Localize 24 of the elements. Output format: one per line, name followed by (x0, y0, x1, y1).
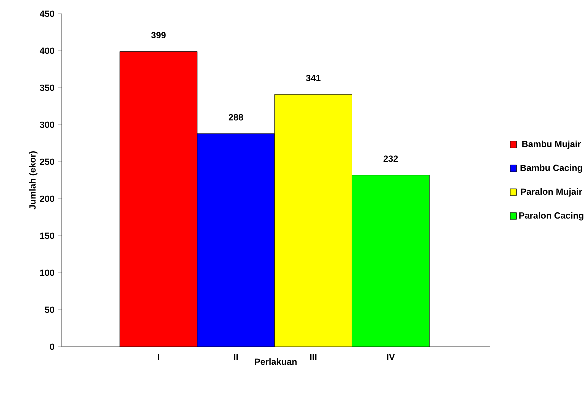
y-tick-label: 50 (45, 306, 54, 314)
y-tick-label: 250 (40, 158, 54, 166)
data-label: 288 (228, 114, 244, 121)
y-tick-label: 450 (40, 10, 54, 18)
y-tick-label: 400 (40, 48, 54, 54)
data-label: 341 (306, 75, 321, 82)
y-tick-label: 150 (40, 232, 54, 240)
x-tick-label: III (310, 354, 317, 360)
x-tick-label: II (234, 354, 238, 360)
legend-label: Bambu Cacing (520, 164, 582, 174)
y-tick-label: 100 (40, 270, 54, 276)
x-tick-label: I (158, 354, 160, 360)
legend-label: Bambu Mujair (522, 140, 582, 150)
y-tick-label: 200 (40, 196, 54, 202)
x-axis-title: Perlakuan (255, 358, 297, 366)
y-tick-label: 0 (50, 344, 54, 350)
legend-label: Paralon Cacing (520, 212, 584, 221)
data-label: 399 (151, 32, 166, 39)
y-tick-label: 350 (40, 84, 54, 92)
y-tick-label: 300 (40, 122, 54, 128)
x-tick-label: IV (387, 354, 396, 360)
y-axis-title: Jumlah (ekor) (29, 152, 38, 210)
data-label: 232 (384, 156, 398, 162)
legend-label: Paralon Mujair (521, 188, 582, 197)
